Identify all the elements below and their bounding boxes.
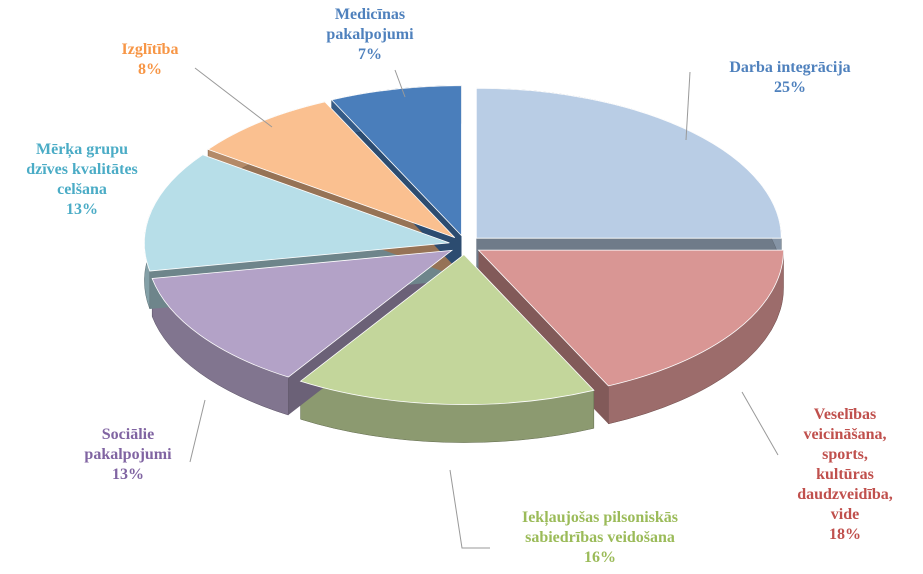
category-label: Iekļaujošas pilsoniskās sabiedrības veid… bbox=[521, 509, 679, 546]
slice-label: Izglītība 8% bbox=[122, 40, 179, 80]
category-label: Izglītība bbox=[121, 41, 179, 58]
slice-label: Iekļaujošas pilsoniskās sabiedrības veid… bbox=[522, 508, 678, 568]
value-label: 13% bbox=[111, 466, 144, 483]
slice bbox=[475, 87, 782, 239]
leader-line bbox=[741, 391, 779, 456]
slice-label: Darba integrācija 25% bbox=[729, 58, 850, 98]
slice bbox=[477, 249, 784, 387]
slice-label: Medicīnas pakalpojumi 7% bbox=[326, 5, 413, 65]
leader-line bbox=[189, 399, 206, 463]
value-label: 18% bbox=[829, 526, 861, 543]
slice bbox=[330, 85, 462, 237]
slice-label: Mērķa grupu dzīves kvalitātes celšana 13% bbox=[26, 140, 138, 220]
value-label: 7% bbox=[357, 46, 382, 63]
leader-line bbox=[685, 71, 691, 141]
value-label: 16% bbox=[584, 549, 616, 566]
category-label: Veselības veicināšana, sports, kultūras … bbox=[797, 406, 893, 523]
slice bbox=[151, 249, 454, 378]
slice bbox=[299, 254, 595, 405]
slice bbox=[143, 154, 450, 272]
value-label: 13% bbox=[65, 201, 98, 218]
value-label: 8% bbox=[137, 61, 162, 78]
slice-label: Veselības veicināšana, sports, kultūras … bbox=[797, 405, 893, 545]
leader-line bbox=[394, 69, 406, 98]
leader-line bbox=[194, 67, 273, 128]
leader-line bbox=[449, 469, 490, 549]
category-label: Mērķa grupu dzīves kvalitātes celšana bbox=[26, 141, 138, 198]
category-label: Medicīnas pakalpojumi bbox=[326, 6, 414, 43]
value-label: 25% bbox=[774, 79, 806, 96]
slice-label: Sociālie pakalpojumi 13% bbox=[84, 425, 171, 485]
slice bbox=[207, 101, 456, 238]
category-label: Darba integrācija bbox=[729, 59, 851, 76]
category-label: Sociālie pakalpojumi bbox=[84, 426, 172, 463]
